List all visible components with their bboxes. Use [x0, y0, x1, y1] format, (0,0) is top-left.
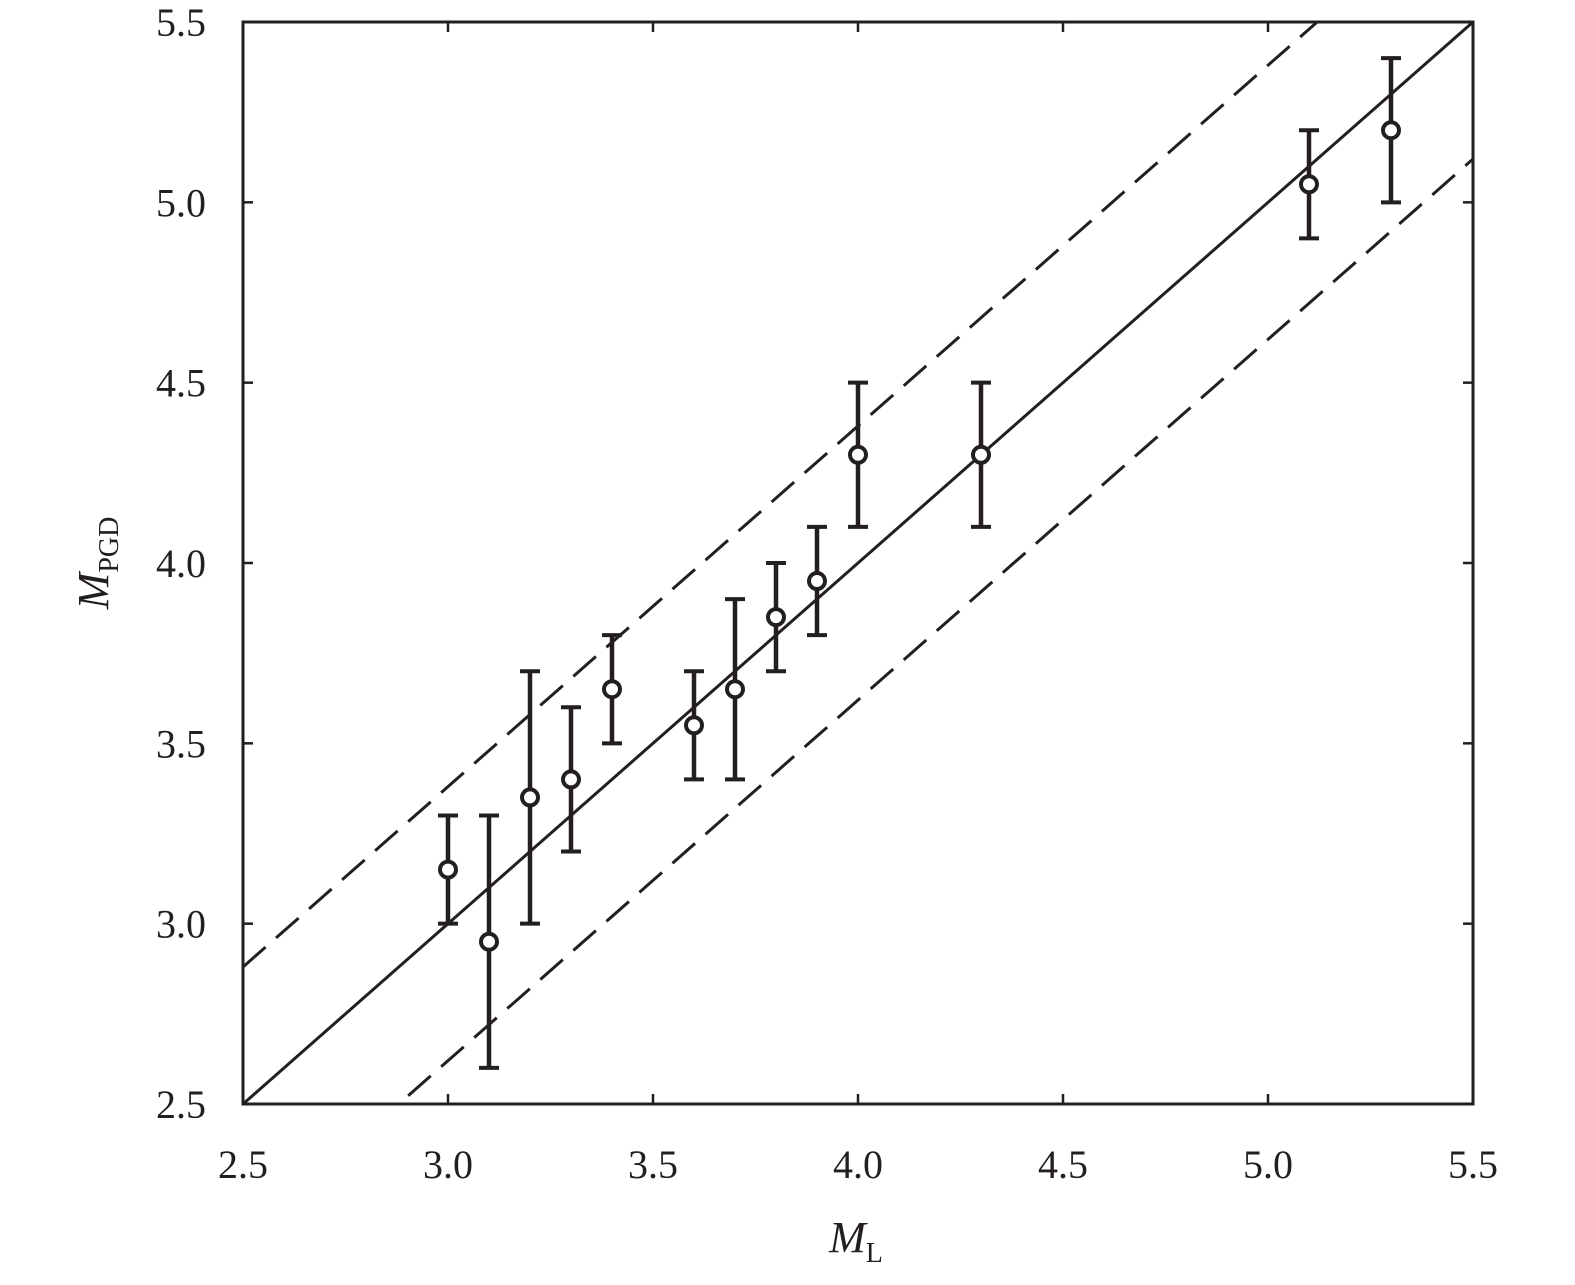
x-tick-label: 5.0	[1243, 1142, 1293, 1187]
x-axis-title-sub: L	[866, 1238, 883, 1269]
x-tick-label: 3.0	[423, 1142, 473, 1187]
data-point-marker	[1381, 120, 1401, 141]
y-tick-label: 5.5	[156, 0, 206, 45]
y-tick-label: 3.0	[156, 902, 206, 947]
data-point-marker	[602, 679, 622, 700]
dashed-reference-line-2	[396, 157, 1473, 1104]
x-tick-label: 5.5	[1448, 1142, 1498, 1187]
y-axis-title-main: M	[69, 570, 118, 610]
y-axis-title: MPGD	[69, 517, 125, 611]
error-bars	[438, 56, 1401, 1070]
tick-labels: 2.5 3.0 3.5 4.0 4.5 5.0 5.5 2.5 3.0 3.5 4.0 4.5 5.0 5…	[156, 0, 1498, 1187]
data-point-marker	[684, 715, 704, 736]
data-markers	[438, 120, 1401, 952]
data-point-marker	[725, 679, 745, 700]
x-tick-label: 3.5	[628, 1142, 678, 1187]
y-tick-label: 2.5	[156, 1082, 206, 1127]
data-point-marker	[1299, 174, 1319, 195]
data-point-marker	[520, 787, 540, 808]
y-tick-label: 4.5	[156, 361, 206, 406]
data-point-marker	[807, 571, 827, 592]
y-axis-title-sub: PGD	[94, 517, 125, 573]
x-axis-title: ML	[828, 1213, 883, 1269]
data-point-marker	[971, 444, 991, 465]
data-point-marker	[766, 607, 786, 628]
data-point-marker	[438, 859, 458, 880]
data-point-marker	[848, 444, 868, 465]
data-point-marker	[561, 769, 581, 790]
reference-lines	[243, 22, 1473, 1104]
x-axis-title-main: M	[828, 1213, 868, 1262]
solid-reference-line-0	[243, 22, 1473, 1104]
y-tick-label: 4.0	[156, 541, 206, 586]
x-tick-label: 4.0	[833, 1142, 883, 1187]
y-tick-label: 5.0	[156, 180, 206, 225]
x-tick-label: 2.5	[218, 1142, 268, 1187]
data-point-marker	[479, 931, 499, 952]
y-tick-label: 3.5	[156, 721, 206, 766]
x-tick-label: 4.5	[1038, 1142, 1088, 1187]
plot-frame	[241, 20, 1475, 1106]
